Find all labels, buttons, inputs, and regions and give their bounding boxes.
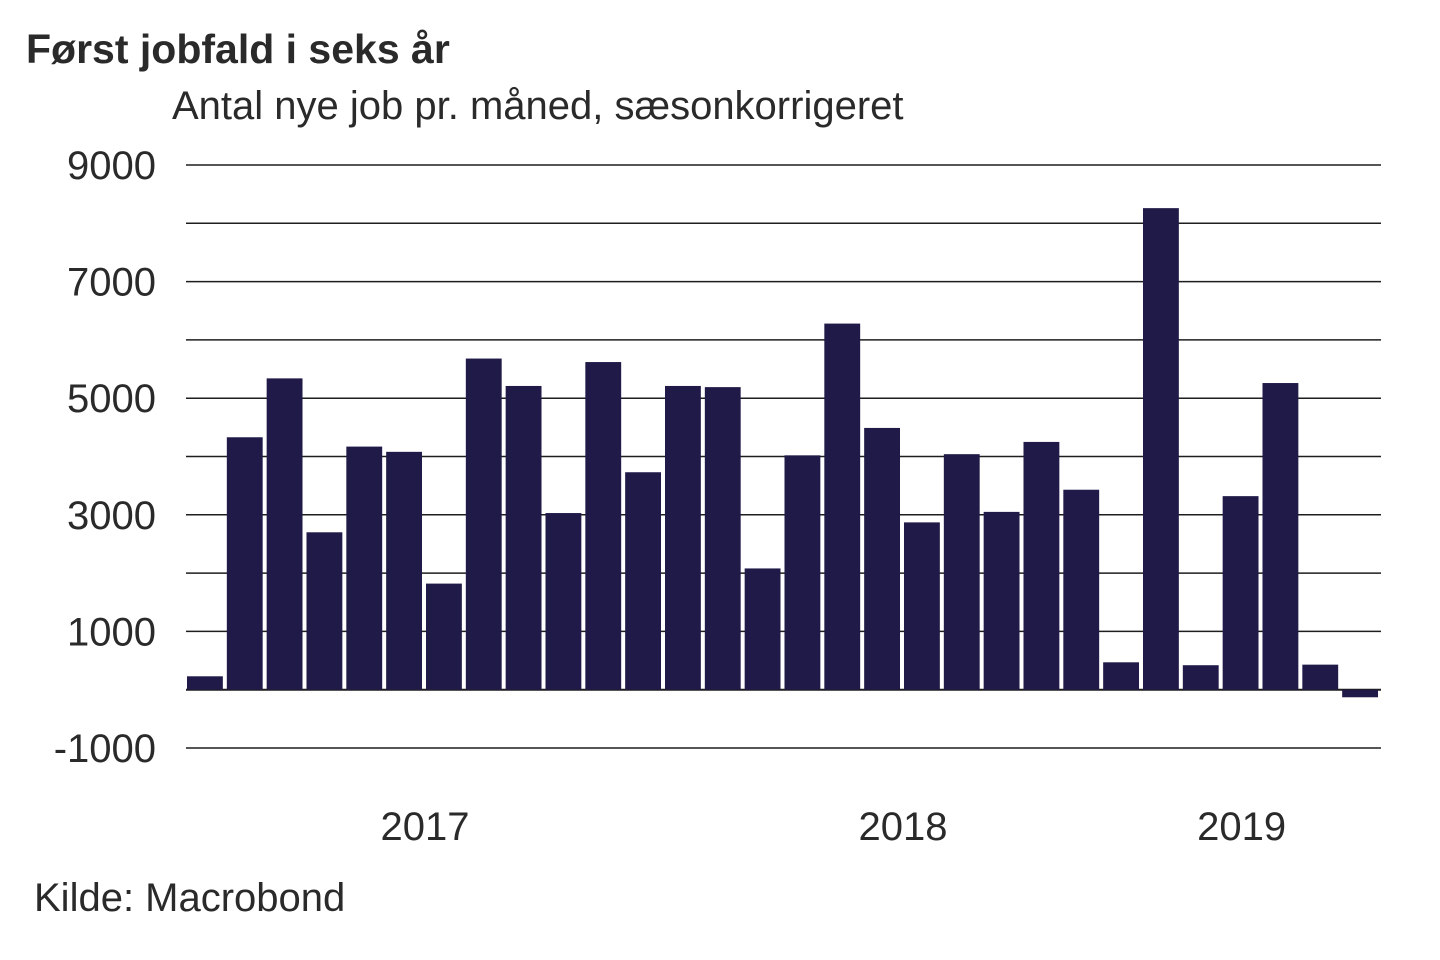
bar-2017-05 (386, 451, 423, 690)
y-tick-label: 3000 (67, 494, 156, 538)
bar-2018-10 (1063, 489, 1100, 690)
bar-2018-08 (983, 511, 1020, 690)
bar-2017-06 (425, 583, 462, 690)
gridlines (186, 164, 1381, 749)
bar-2017-10 (585, 362, 622, 690)
bar-2018-12 (1142, 208, 1179, 690)
bar-2018-11 (1103, 662, 1140, 690)
bars (186, 208, 1379, 698)
bar-2017-01 (226, 437, 263, 690)
bar-2017-09 (545, 513, 582, 690)
bar-2018-06 (903, 522, 940, 690)
x-year-label-2017: 2017 (381, 805, 470, 849)
y-tick-label: 7000 (67, 261, 156, 305)
bar-2018-03 (784, 455, 821, 690)
bar-2018-05 (864, 427, 901, 690)
x-year-label-2018: 2018 (859, 805, 948, 849)
chart-source: Kilde: Macrobond (34, 876, 346, 920)
bar-2018-09 (1023, 441, 1060, 690)
bar-2017-11 (625, 472, 662, 690)
chart-subtitle: Antal nye job pr. måned, sæsonkorrigeret (172, 84, 904, 128)
bar-2016-12 (186, 676, 223, 690)
bar-2017-03 (306, 532, 343, 690)
y-tick-label: 5000 (67, 377, 156, 421)
y-tick-label: 9000 (67, 144, 156, 188)
chart-title: Først jobfald i seks år (26, 26, 450, 72)
bar-2019-05 (1342, 689, 1379, 698)
bar-2019-04 (1302, 664, 1339, 690)
bar-2018-02 (744, 568, 781, 690)
bar-2018-07 (943, 454, 980, 690)
y-tick-label: -1000 (54, 727, 156, 771)
bar-2017-04 (346, 446, 383, 690)
bar-2019-01 (1182, 665, 1219, 690)
bar-2018-01 (704, 387, 741, 690)
y-tick-label: 1000 (67, 610, 156, 654)
bar-2017-02 (266, 378, 303, 690)
bar-2017-12 (664, 385, 701, 690)
bar-2018-04 (824, 323, 861, 690)
y-axis-ticks: 9000 7000 5000 3000 1000 -1000 (54, 144, 156, 771)
bar-2019-02 (1222, 496, 1259, 690)
bar-2017-07 (465, 358, 502, 690)
bar-2017-08 (505, 385, 542, 690)
bar-2019-03 (1262, 383, 1299, 690)
x-year-label-2019: 2019 (1197, 805, 1286, 849)
x-axis-year-labels: 2017 2018 2019 (381, 805, 1287, 849)
